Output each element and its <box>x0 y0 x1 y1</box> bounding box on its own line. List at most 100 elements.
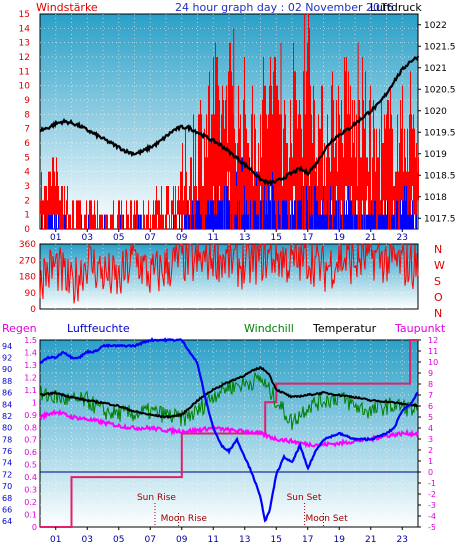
rain-tick-label: 0.5 <box>24 461 37 470</box>
direction-tick-label: 0 <box>30 305 36 315</box>
pressure-tick-label: 1020 <box>424 107 447 117</box>
rain-line <box>40 339 418 528</box>
rain-tick-label: 1.1 <box>24 386 37 395</box>
wind-speed-tick-label: 9 <box>24 96 30 106</box>
temperature-series <box>39 365 419 420</box>
windchill-title: Windchill <box>244 322 294 335</box>
wind-speed-tick-label: 0 <box>24 225 30 235</box>
temp-tick-label: 4 <box>428 424 433 433</box>
direction-tick-label: 360 <box>19 240 36 250</box>
temp-tick-label: 5 <box>428 413 433 422</box>
direction-axis: 360 270 180 90 0 <box>19 240 36 315</box>
rain-tick-label: 0.2 <box>24 498 37 507</box>
rain-tick-label: 0.4 <box>24 473 37 482</box>
wind-speed-tick-label: 3 <box>24 182 30 192</box>
pressure-tick-label: 1019 <box>424 150 447 160</box>
sun-set-label: Sun Set <box>287 493 322 503</box>
wind-speed-tick-label: 11 <box>19 67 30 77</box>
compass-label: N <box>434 307 442 320</box>
pressure-tick-label: 1021.5 <box>424 42 456 52</box>
dewpoint-title: Taupunkt <box>394 322 446 335</box>
wind-speed-tick-label: 4 <box>24 168 30 178</box>
dewpoint-series <box>39 408 419 449</box>
rain-tick-label: 0.6 <box>24 448 37 457</box>
temp-tick-label: 0 <box>428 468 433 477</box>
humidity-tick-label: 70 <box>2 482 12 491</box>
humidity-tick-label: 72 <box>2 470 12 479</box>
rain-tick-label: 0.1 <box>24 511 37 520</box>
wind-speed-spikes <box>40 14 419 229</box>
humidity-tick-label: 68 <box>2 494 12 503</box>
direction-tick-label: 90 <box>25 289 37 299</box>
temp-tick-label: 10 <box>428 358 438 367</box>
x-tick-label: 11 <box>208 535 219 545</box>
rain-tick-label: 0.8 <box>24 423 37 432</box>
x-tick-label: 03 <box>82 535 93 545</box>
wind-speed-title: Windstärke <box>36 1 98 14</box>
x-tick-label: 17 <box>302 535 313 545</box>
humidity-tick-label: 86 <box>2 389 12 398</box>
temp-tick-label: -1 <box>428 479 436 488</box>
rain-tick-label: 1.4 <box>24 348 37 357</box>
compass-label: W <box>434 259 445 272</box>
pressure-tick-label: 1022 <box>424 21 447 31</box>
x-tick-label: 13 <box>239 535 250 545</box>
wind-direction-line <box>39 242 419 304</box>
humidity-tick-label: 94 <box>2 342 12 351</box>
humidity-line <box>39 337 419 523</box>
humidity-tick-label: 88 <box>2 377 12 386</box>
temp-tick-label: -3 <box>428 501 436 510</box>
pressure-tick-label: 1021 <box>424 64 447 74</box>
rain-tick-label: 0.7 <box>24 436 37 445</box>
wind-speed-tick-label: 15 <box>19 10 30 20</box>
rain-tick-label: 1.2 <box>24 373 37 382</box>
temp-tick-label: -5 <box>428 523 436 532</box>
x-tick-label: 09 <box>176 233 188 243</box>
x-tick-label: 07 <box>145 535 156 545</box>
temp-tick-label: 2 <box>428 446 433 455</box>
temp-tick-label: 12 <box>428 336 438 345</box>
x-tick-label: 13 <box>239 233 250 243</box>
wind-speed-series <box>40 14 419 229</box>
pressure-tick-label: 1020.5 <box>424 85 456 95</box>
x-tick-label: 11 <box>208 233 219 243</box>
wind-speed-tick-label: 6 <box>24 139 30 149</box>
rain-tick-label: 1.3 <box>24 361 37 370</box>
temperature-title: Temperatur <box>312 322 377 335</box>
humidity-tick-label: 82 <box>2 412 12 421</box>
wind-direction-series <box>39 242 419 304</box>
x-tick-label: 07 <box>145 233 156 243</box>
x-tick-label: 01 <box>50 535 61 545</box>
x-tick-label: 19 <box>334 233 346 243</box>
humidity-tick-label: 84 <box>2 400 12 409</box>
x-tick-label: 05 <box>113 233 124 243</box>
pressure-series <box>39 55 420 187</box>
humidity-tick-label: 64 <box>2 517 12 526</box>
x-tick-label: 01 <box>50 233 61 243</box>
rain-series <box>40 339 418 528</box>
pressure-tick-label: 1018.5 <box>424 171 456 181</box>
wind-speed-tick-label: 12 <box>19 53 30 63</box>
x-tick-label: 17 <box>302 233 313 243</box>
humidity-tick-label: 66 <box>2 505 12 514</box>
x-tick-label: 09 <box>176 535 188 545</box>
chart-title: 24 hour graph day : 02 November 2016 <box>175 1 394 14</box>
temperature-line <box>39 365 419 420</box>
temp-tick-label: 9 <box>428 369 433 378</box>
temp-tick-label: 8 <box>428 380 433 389</box>
temp-tick-label: 3 <box>428 435 433 444</box>
x-tick-label: 05 <box>113 535 124 545</box>
x-tick-label: 15 <box>271 535 282 545</box>
humidity-tick-label: 74 <box>2 459 12 468</box>
wind-speed-tick-label: 7 <box>24 125 30 135</box>
weather-panel-x-axis: 01 03 05 07 09 11 13 15 17 19 21 23 <box>50 527 408 545</box>
humidity-tick-label: 76 <box>2 447 12 456</box>
wind-speed-tick-label: 5 <box>24 153 30 163</box>
rain-tick-label: 0.3 <box>24 486 37 495</box>
rain-tick-label: 1.5 <box>24 336 37 345</box>
wind-speed-tick-label: 8 <box>24 110 30 120</box>
humidity-tick-label: 90 <box>2 365 12 374</box>
